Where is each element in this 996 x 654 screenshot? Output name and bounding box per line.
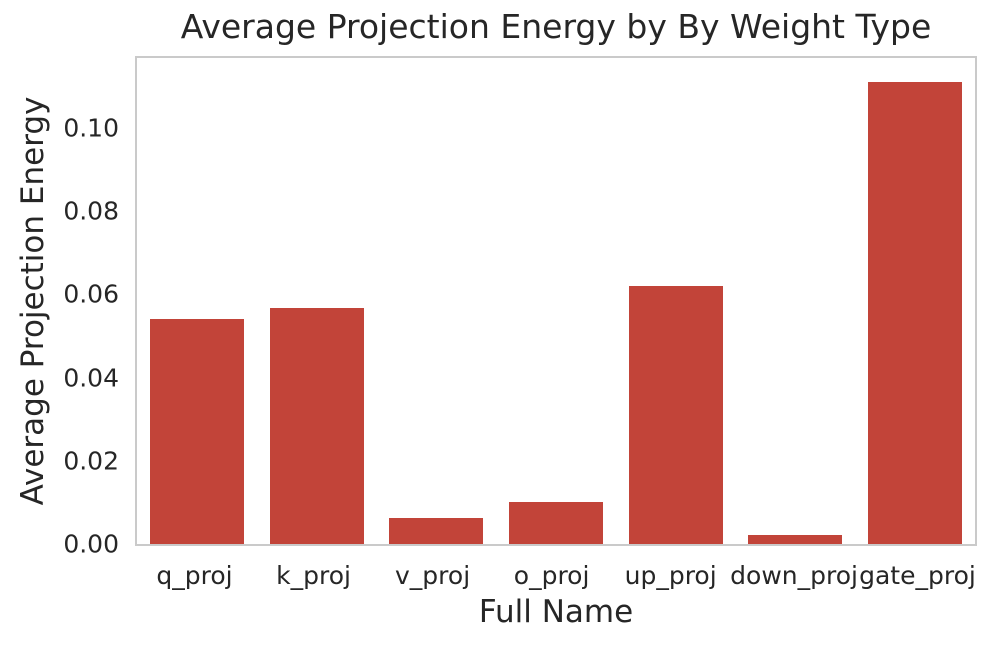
bar-slot-o_proj [496, 58, 616, 544]
x-tick-label: gate_proj [859, 561, 976, 590]
bar-slot-q_proj [137, 58, 257, 544]
plot-area [135, 56, 977, 546]
bar-slot-v_proj [376, 58, 496, 544]
bar-k_proj [269, 307, 364, 544]
x-axis-label: Full Name [478, 594, 634, 630]
bar-q_proj [149, 318, 244, 544]
x-tick-label: o_proj [513, 561, 590, 590]
x-tick-label: q_proj [156, 561, 233, 590]
y-tick-label: 0.08 [63, 196, 119, 226]
x-tick-label: k_proj [276, 561, 351, 590]
y-tick-label: 0.02 [63, 446, 119, 476]
x-axis-tick-labels: q_proj k_proj v_proj o_proj up_proj down_proj… [135, 560, 977, 592]
bar-slot-down_proj [736, 58, 856, 544]
y-tick-label: 0.06 [63, 279, 119, 309]
x-tick-label: up_proj [624, 561, 717, 590]
y-tick-label: 0.00 [63, 529, 119, 559]
bars-container [137, 58, 975, 544]
bar-slot-k_proj [257, 58, 377, 544]
chart-title: Average Projection Energy by By Weight T… [180, 7, 932, 46]
x-tick-label: v_proj [395, 561, 471, 590]
bar-up_proj [628, 286, 723, 544]
y-axis-tick-labels: 0.00 0.02 0.04 0.06 0.08 0.10 [0, 58, 119, 556]
x-tick-label: down_proj [730, 561, 858, 590]
y-tick-label: 0.04 [63, 363, 119, 393]
bar-gate_proj [868, 82, 963, 544]
bar-v_proj [389, 518, 484, 544]
bar-o_proj [509, 502, 603, 544]
bar-slot-gate_proj [855, 58, 975, 544]
bar-slot-up_proj [616, 58, 736, 544]
y-tick-label: 0.10 [63, 113, 119, 143]
bar-down_proj [748, 535, 843, 544]
